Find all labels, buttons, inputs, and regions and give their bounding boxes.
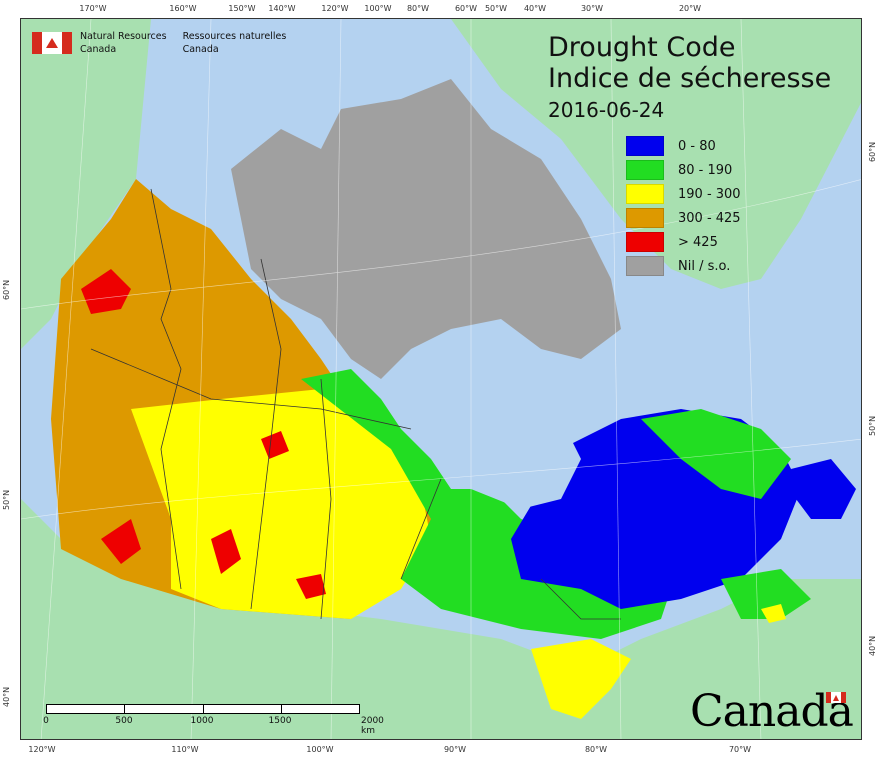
province-borders	[90, 188, 621, 620]
axis-top-label: 40°W	[523, 4, 547, 13]
red-patch-3	[101, 519, 141, 564]
axis-left-label: 50°N	[2, 489, 11, 510]
legend-item: > 425	[626, 230, 741, 254]
legend-label: > 425	[678, 234, 718, 250]
legend-swatch	[626, 208, 664, 228]
legend-label: 190 - 300	[678, 186, 741, 202]
legend-item: 190 - 300	[626, 182, 741, 206]
legend-label: Nil / s.o.	[678, 258, 731, 274]
legend-swatch	[626, 184, 664, 204]
prairies-yellow	[131, 389, 431, 619]
legend-item: 300 - 425	[626, 206, 741, 230]
legend-swatch	[626, 160, 664, 180]
legend-label: 80 - 190	[678, 162, 733, 178]
axis-bottom-label: 110°W	[171, 745, 199, 754]
axis-right-label: 60°N	[868, 141, 877, 162]
wordmark-flag-icon	[826, 692, 846, 703]
ontario-south	[531, 639, 631, 719]
red-patch-5	[296, 574, 326, 599]
red-patch-1	[81, 269, 131, 314]
axis-bottom-label: 100°W	[306, 745, 334, 754]
axis-right-label: 40°N	[868, 635, 877, 656]
red-patch-2	[211, 529, 241, 574]
axis-right-label: 50°N	[868, 415, 877, 436]
axis-top-label: 160°W	[169, 4, 197, 13]
scale-ticks: 0 500 1000 1500 2000 km	[43, 714, 406, 736]
alaska-land	[21, 19, 151, 349]
axis-bottom-label: 70°W	[728, 745, 752, 754]
legend-item: Nil / s.o.	[626, 254, 741, 278]
axis-top-label: 30°W	[580, 4, 604, 13]
title-en: Drought Code	[548, 32, 736, 63]
legend-item: 0 - 80	[626, 134, 741, 158]
axis-top-label: 50°W	[484, 4, 508, 13]
scale-tick-label: 2000 km	[361, 716, 384, 736]
newfoundland	[791, 459, 856, 519]
axis-bottom-label: 90°W	[443, 745, 467, 754]
axis-left-label: 60°N	[2, 279, 11, 300]
title-fr: Indice de sécheresse	[548, 63, 832, 94]
legend-swatch	[626, 232, 664, 252]
axis-top-label: 170°W	[79, 4, 107, 13]
canada-flag-icon	[32, 32, 72, 54]
agency-signature: Natural Resources Canada Ressources natu…	[32, 30, 302, 56]
map-date: 2016-06-24	[548, 98, 665, 122]
axis-top-label: 150°W	[228, 4, 256, 13]
hudson-bay	[401, 369, 581, 509]
scale-tick-label: 500	[115, 716, 133, 726]
axis-top-label: 100°W	[364, 4, 392, 13]
axis-top-label: 60°W	[454, 4, 478, 13]
graticule	[21, 19, 861, 739]
scale-tick-label: 0	[43, 716, 49, 726]
axis-bottom-label: 120°W	[28, 745, 56, 754]
axis-bottom-label: 80°W	[584, 745, 608, 754]
usa-land	[21, 499, 861, 739]
legend: 0 - 80 80 - 190 190 - 300 300 - 425 > 42…	[626, 134, 741, 278]
scale-bar-segments	[46, 704, 360, 714]
map-area	[20, 18, 862, 740]
axis-top-label: 120°W	[321, 4, 349, 13]
scale-tick-label: 1500	[268, 716, 292, 726]
legend-item: 80 - 190	[626, 158, 741, 182]
scale-bar: 0 500 1000 1500 2000 km	[43, 704, 406, 736]
maritimes-green	[721, 569, 811, 619]
pei-yellow	[761, 604, 786, 623]
legend-swatch	[626, 256, 664, 276]
axis-top-label: 20°W	[678, 4, 702, 13]
legend-swatch	[626, 136, 664, 156]
legend-label: 300 - 425	[678, 210, 741, 226]
map-title: Drought Code Indice de sécheresse 2016-0…	[548, 32, 831, 124]
agency-name-en: Natural Resources Canada	[80, 31, 167, 55]
legend-label: 0 - 80	[678, 138, 716, 154]
agency-name-fr: Ressources naturelles Canada	[182, 31, 287, 55]
axis-top-label: 80°W	[406, 4, 430, 13]
axis-left-label: 40°N	[2, 686, 11, 707]
axis-top-label: 140°W	[268, 4, 296, 13]
scale-tick-label: 1000	[190, 716, 214, 726]
red-patch-4	[261, 431, 289, 459]
arctic-islands	[231, 79, 621, 379]
drought-map	[21, 19, 861, 739]
